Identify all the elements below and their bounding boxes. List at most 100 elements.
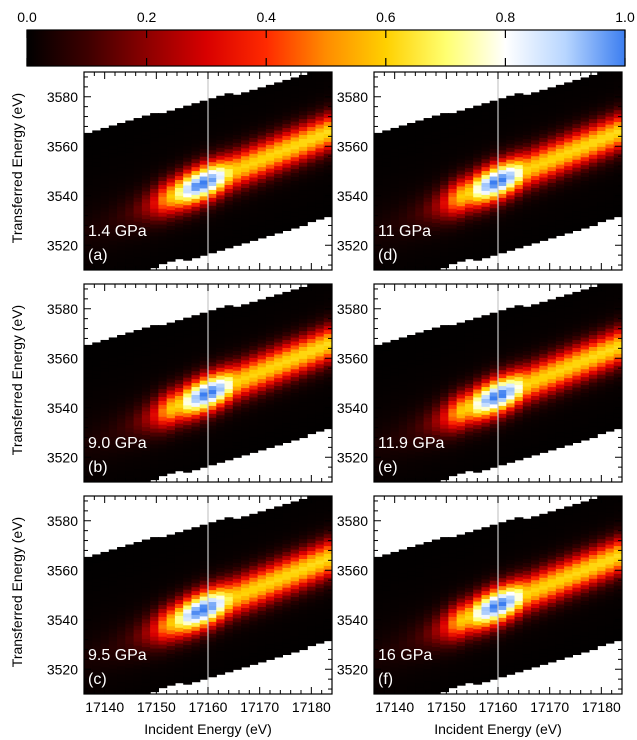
heatmap-cell — [141, 591, 151, 596]
heatmap-cell — [323, 212, 332, 218]
heatmap-cell — [133, 129, 143, 135]
heatmap-cell — [224, 376, 234, 382]
heatmap-cell — [208, 357, 217, 363]
heatmap-cell — [249, 224, 259, 230]
heatmap-cell — [199, 443, 209, 448]
heatmap-cell — [224, 584, 234, 590]
heatmap-cell — [166, 409, 176, 415]
heatmap-cell — [224, 443, 234, 449]
heatmap-cell — [174, 238, 184, 244]
heatmap-cell — [108, 480, 118, 482]
heatmap-cell — [199, 607, 209, 613]
heatmap-cell — [241, 419, 250, 424]
heatmap-cell — [125, 463, 135, 468]
heatmap-cell — [423, 260, 433, 266]
heatmap-cell — [117, 469, 126, 475]
heatmap-cell — [374, 132, 383, 138]
heatmap-cell — [84, 620, 93, 625]
heatmap-cell — [100, 575, 110, 581]
heatmap-cell — [108, 412, 118, 418]
heatmap-cell — [290, 360, 300, 366]
heatmap-cell — [84, 259, 93, 265]
heatmap-cell — [531, 112, 540, 117]
heatmap-cell — [332, 507, 341, 512]
heatmap-cell — [282, 135, 292, 140]
heatmap-cell — [158, 247, 168, 253]
heatmap-cell — [84, 679, 93, 685]
heatmap-cell — [282, 414, 292, 420]
heatmap-cell — [150, 541, 159, 546]
heatmap-cell — [224, 525, 234, 530]
heatmap-cell — [199, 435, 209, 441]
heatmap-cell — [265, 548, 275, 554]
heatmap-cell — [232, 330, 242, 336]
heatmap-cell — [332, 543, 341, 548]
heatmap-cell — [249, 392, 259, 398]
heatmap-cell — [539, 93, 549, 99]
heatmap-cell — [232, 429, 242, 435]
heatmap-cell — [125, 639, 135, 645]
heatmap-cell — [298, 330, 308, 336]
heatmap-cell — [92, 134, 102, 139]
heatmap-cell — [208, 110, 217, 115]
heatmap-cell — [282, 159, 292, 164]
heatmap-cell — [265, 607, 275, 613]
heatmap-cell — [332, 295, 341, 300]
heatmap-cell — [92, 265, 102, 270]
heatmap-cell — [249, 577, 259, 582]
heatmap-cell — [158, 424, 168, 429]
heatmap-cell — [506, 206, 516, 212]
heatmap-cell — [249, 317, 259, 323]
heatmap-cell — [108, 381, 118, 386]
heatmap-cell — [274, 337, 283, 343]
heatmap-cell — [133, 597, 143, 603]
heatmap-cell — [390, 211, 400, 216]
heatmap-cell — [257, 354, 267, 360]
heatmap-cell — [166, 550, 176, 556]
heatmap-cell — [249, 109, 259, 115]
heatmap-cell — [208, 542, 217, 547]
heatmap-cell — [191, 610, 201, 615]
heatmap-cells — [84, 72, 341, 270]
heatmap-cell — [415, 191, 425, 197]
heatmap-cell — [84, 348, 93, 354]
heatmap-cell — [274, 181, 283, 186]
heatmap-cell — [448, 128, 458, 134]
heatmap-cell — [125, 368, 135, 373]
heatmap-cell — [440, 212, 449, 217]
heatmap-cell — [199, 152, 209, 157]
heatmap-cell — [298, 586, 308, 591]
heatmap-cell — [382, 281, 391, 286]
heatmap-cell — [174, 339, 184, 345]
heatmap-cell — [92, 401, 102, 407]
heatmap-cell — [290, 109, 300, 114]
heatmap-cell — [489, 120, 499, 126]
heatmap-cell — [125, 599, 135, 605]
heatmap-cell — [141, 182, 151, 188]
heatmap-cell — [117, 138, 126, 144]
heatmap-cell — [133, 197, 143, 202]
heatmap-cell — [588, 154, 598, 159]
heatmap-cell — [191, 539, 201, 544]
heatmap-cell — [216, 111, 226, 117]
heatmap-cell — [224, 600, 234, 606]
heatmap-cell — [431, 143, 441, 148]
heatmap-cell — [448, 156, 458, 162]
heatmap-cell — [323, 569, 332, 574]
heatmap-cell — [224, 333, 234, 338]
heatmap-cell — [166, 378, 176, 383]
heatmap-cell — [514, 176, 524, 182]
heatmap-cell — [332, 638, 341, 643]
heatmap-cell — [547, 134, 557, 140]
heatmap-cell — [307, 330, 317, 336]
heatmap-cell — [257, 214, 267, 219]
heatmap-cell — [282, 311, 292, 317]
heatmap-cell — [257, 134, 267, 140]
heatmap-cell — [332, 531, 341, 536]
heatmap-cell — [100, 339, 110, 345]
heatmap-cell — [407, 150, 416, 156]
heatmap-cell — [464, 187, 474, 192]
heatmap-cell — [166, 241, 176, 246]
heatmap-cell — [539, 169, 549, 174]
heatmap-cell — [332, 167, 341, 172]
